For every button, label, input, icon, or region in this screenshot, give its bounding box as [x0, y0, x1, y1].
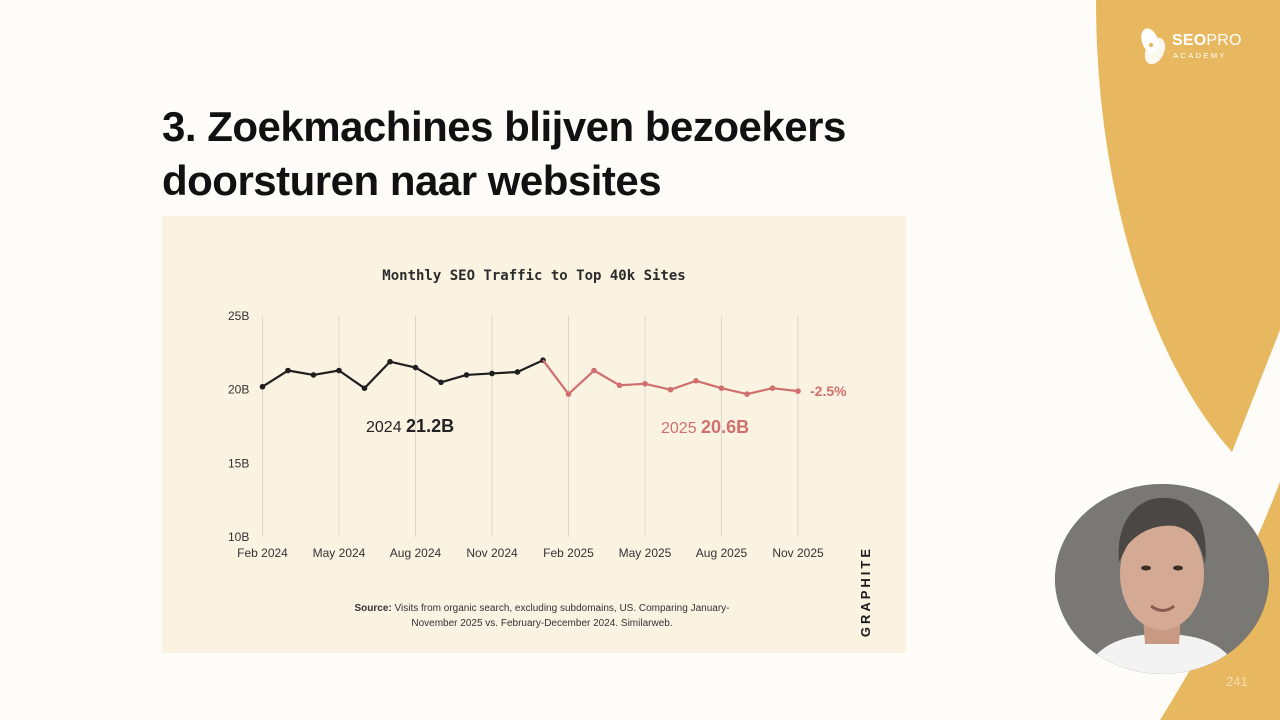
- y-tick-label: 20B: [228, 383, 249, 397]
- accent-crescent-top: [1096, 0, 1280, 452]
- data-point-2025: [795, 388, 801, 394]
- change-percent-label: -2.5%: [810, 383, 847, 399]
- y-tick-label: 25B: [228, 309, 249, 323]
- annotation-2025: 2025 20.6B: [661, 417, 749, 437]
- seo-pro-academy-logo: SEOPRO ACADEMY: [1138, 26, 1248, 70]
- presenter-right-eye: [1173, 565, 1183, 571]
- data-point-2024: [336, 367, 342, 374]
- data-point-2024: [387, 358, 393, 365]
- y-tick-label: 15B: [228, 456, 249, 470]
- x-tick-label: Aug 2025: [696, 546, 748, 560]
- logo-seo-text: SEO: [1172, 32, 1207, 49]
- x-tick-label: Feb 2024: [237, 546, 288, 560]
- data-point-2024: [361, 385, 368, 391]
- data-point-2025: [744, 391, 750, 397]
- annotation-2024: 2024 21.2B: [366, 416, 454, 436]
- chart-source-note: Source: Visits from organic search, excl…: [342, 601, 742, 631]
- data-point-2024: [489, 370, 495, 377]
- chart-panel: Monthly SEO Traffic to Top 40k Sites 10B…: [162, 216, 906, 653]
- data-point-2025: [616, 382, 623, 389]
- data-point-2024: [438, 379, 444, 386]
- data-point-2025: [667, 386, 674, 393]
- data-point-2025: [693, 378, 699, 384]
- slide-title: 3. Zoekmachines blijven bezoekers doorst…: [162, 100, 982, 208]
- presenter-mouth: [1150, 604, 1175, 612]
- logo-academy-text: ACADEMY: [1173, 51, 1227, 60]
- presenter-face: [1120, 518, 1204, 630]
- x-tick-label: Feb 2025: [543, 546, 594, 560]
- annotation-2025-total: 20.6B: [701, 417, 749, 437]
- presenter-webcam: [1055, 484, 1269, 674]
- data-point-2024: [259, 383, 266, 390]
- x-tick-label: Aug 2024: [390, 546, 442, 560]
- presenter-left-eye: [1141, 565, 1151, 571]
- data-point-2024: [463, 372, 470, 378]
- line-chart: 10B 15B 20B 25B Feb 2024 May 2024 Aug 2024 Nov …: [228, 309, 847, 560]
- x-tick-label: May 2025: [619, 546, 672, 560]
- presenter-shirt: [1085, 634, 1239, 674]
- source-text: Visits from organic search, excluding su…: [394, 603, 730, 629]
- data-point-2025: [565, 391, 572, 397]
- annotation-2024-total: 21.2B: [406, 416, 454, 436]
- presenter-video-illustration: [1055, 484, 1269, 674]
- logo-pro-text: PRO: [1206, 32, 1242, 49]
- data-point-2024: [285, 367, 291, 374]
- series-line-2024: [261, 359, 544, 390]
- leaf-logo-icon: [1141, 28, 1166, 65]
- chart-title: Monthly SEO Traffic to Top 40k Sites: [382, 268, 686, 284]
- data-point-2024: [514, 369, 521, 375]
- graphite-brand-label: GRAPHITE: [858, 546, 873, 638]
- data-point-2025: [769, 385, 776, 391]
- x-tick-label: May 2024: [313, 546, 366, 560]
- source-label: Source:: [354, 603, 392, 614]
- data-point-2024: [412, 364, 419, 371]
- x-tick-label: Nov 2024: [466, 546, 518, 560]
- x-tick-label: Nov 2025: [772, 546, 824, 560]
- data-point-2025: [718, 385, 725, 391]
- slide-title-line-2: doorsturen naar websites: [162, 157, 662, 204]
- slide-title-line-1: 3. Zoekmachines blijven bezoekers: [162, 103, 846, 150]
- data-point-2024: [310, 372, 317, 378]
- presenter-hair: [1118, 497, 1206, 564]
- y-tick-label: 10B: [228, 530, 249, 544]
- data-point-2025: [642, 380, 648, 387]
- slide-number: 241: [1226, 674, 1248, 689]
- data-point-2025: [591, 367, 597, 374]
- logo-wordmark: SEOPRO: [1172, 32, 1242, 50]
